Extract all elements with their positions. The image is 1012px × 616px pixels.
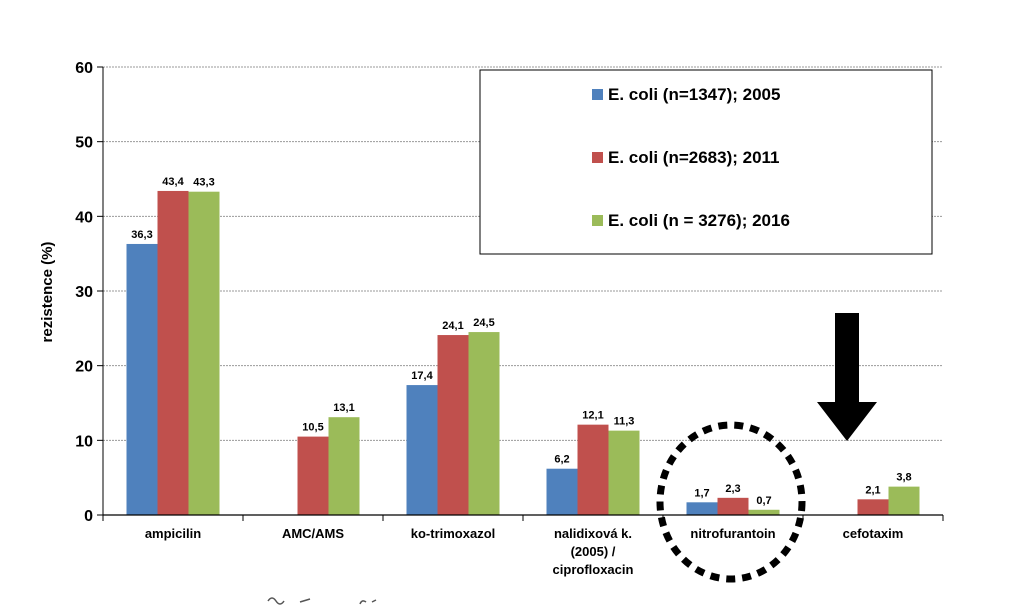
data-label: 43,4 xyxy=(162,176,184,188)
x-tick-label: ampicilin xyxy=(145,526,201,541)
bar-layer xyxy=(126,190,920,516)
bar xyxy=(546,468,578,515)
x-tick-label: nitrofurantoin xyxy=(690,526,775,541)
y-tick-label: 60 xyxy=(75,60,93,77)
down-arrow xyxy=(817,313,877,441)
bar xyxy=(297,436,329,515)
y-tick-label: 20 xyxy=(75,359,93,376)
data-label: 0,7 xyxy=(756,495,771,507)
data-label: 12,1 xyxy=(582,410,603,422)
bar xyxy=(686,502,718,515)
legend-swatch xyxy=(592,152,603,163)
bar xyxy=(188,191,220,515)
bar xyxy=(717,497,749,515)
legend-swatch xyxy=(592,89,603,100)
annotation-layer xyxy=(656,313,877,583)
y-tick-label: 30 xyxy=(75,284,93,301)
y-tick-label: 50 xyxy=(75,135,93,152)
legend-label: E. coli (n=1347); 2005 xyxy=(608,85,780,104)
legend-label: E. coli (n=2683); 2011 xyxy=(608,148,780,167)
data-label: 1,7 xyxy=(694,487,709,499)
data-label: 6,2 xyxy=(554,454,569,466)
data-label: 2,3 xyxy=(725,483,740,495)
x-tick-label: nalidixová k. xyxy=(554,526,632,541)
bar xyxy=(126,243,158,515)
x-tick-label: ciprofloxacin xyxy=(553,562,634,577)
x-tick-label: ko-trimoxazol xyxy=(411,526,496,541)
bar xyxy=(157,190,189,516)
legend: E. coli (n=1347); 2005 E. coli (n=2683); … xyxy=(479,69,933,255)
y-tick-label: 0 xyxy=(84,508,93,525)
legend-label: E. coli (n = 3276); 2016 xyxy=(608,211,790,230)
x-tick-label: AMC/AMS xyxy=(282,526,344,541)
x-tick-label: cefotaxim xyxy=(843,526,904,541)
data-label: 36,3 xyxy=(131,229,152,241)
bar xyxy=(857,499,889,515)
data-label: 3,8 xyxy=(896,472,911,484)
data-label: 13,1 xyxy=(333,402,354,414)
bar xyxy=(748,509,780,515)
data-label: 24,1 xyxy=(442,320,463,332)
bar xyxy=(888,486,920,515)
y-tick-label: 40 xyxy=(75,209,93,226)
data-label: 11,3 xyxy=(614,416,635,428)
bar xyxy=(437,335,469,515)
handwritten-scribble xyxy=(267,597,377,605)
x-tick-label: (2005) / xyxy=(571,544,616,559)
data-label: 10,5 xyxy=(302,422,323,434)
data-label: 17,4 xyxy=(411,370,433,382)
highlight-circle xyxy=(656,421,806,583)
y-axis-label: rezistence (%) xyxy=(39,242,56,343)
data-label: 2,1 xyxy=(865,484,880,496)
data-label: 24,5 xyxy=(473,317,494,329)
legend-box xyxy=(479,69,933,255)
bar xyxy=(608,430,640,515)
data-label: 43,3 xyxy=(193,177,214,189)
bar xyxy=(406,385,438,515)
legend-swatch xyxy=(592,215,603,226)
label-layer: 0 10 20 30 40 50 60 ampicilin AMC/AMS ko-trimoxaz… xyxy=(75,60,911,577)
bar xyxy=(468,332,500,515)
bar xyxy=(577,424,609,515)
bar xyxy=(328,417,360,515)
y-tick-label: 10 xyxy=(75,433,93,450)
